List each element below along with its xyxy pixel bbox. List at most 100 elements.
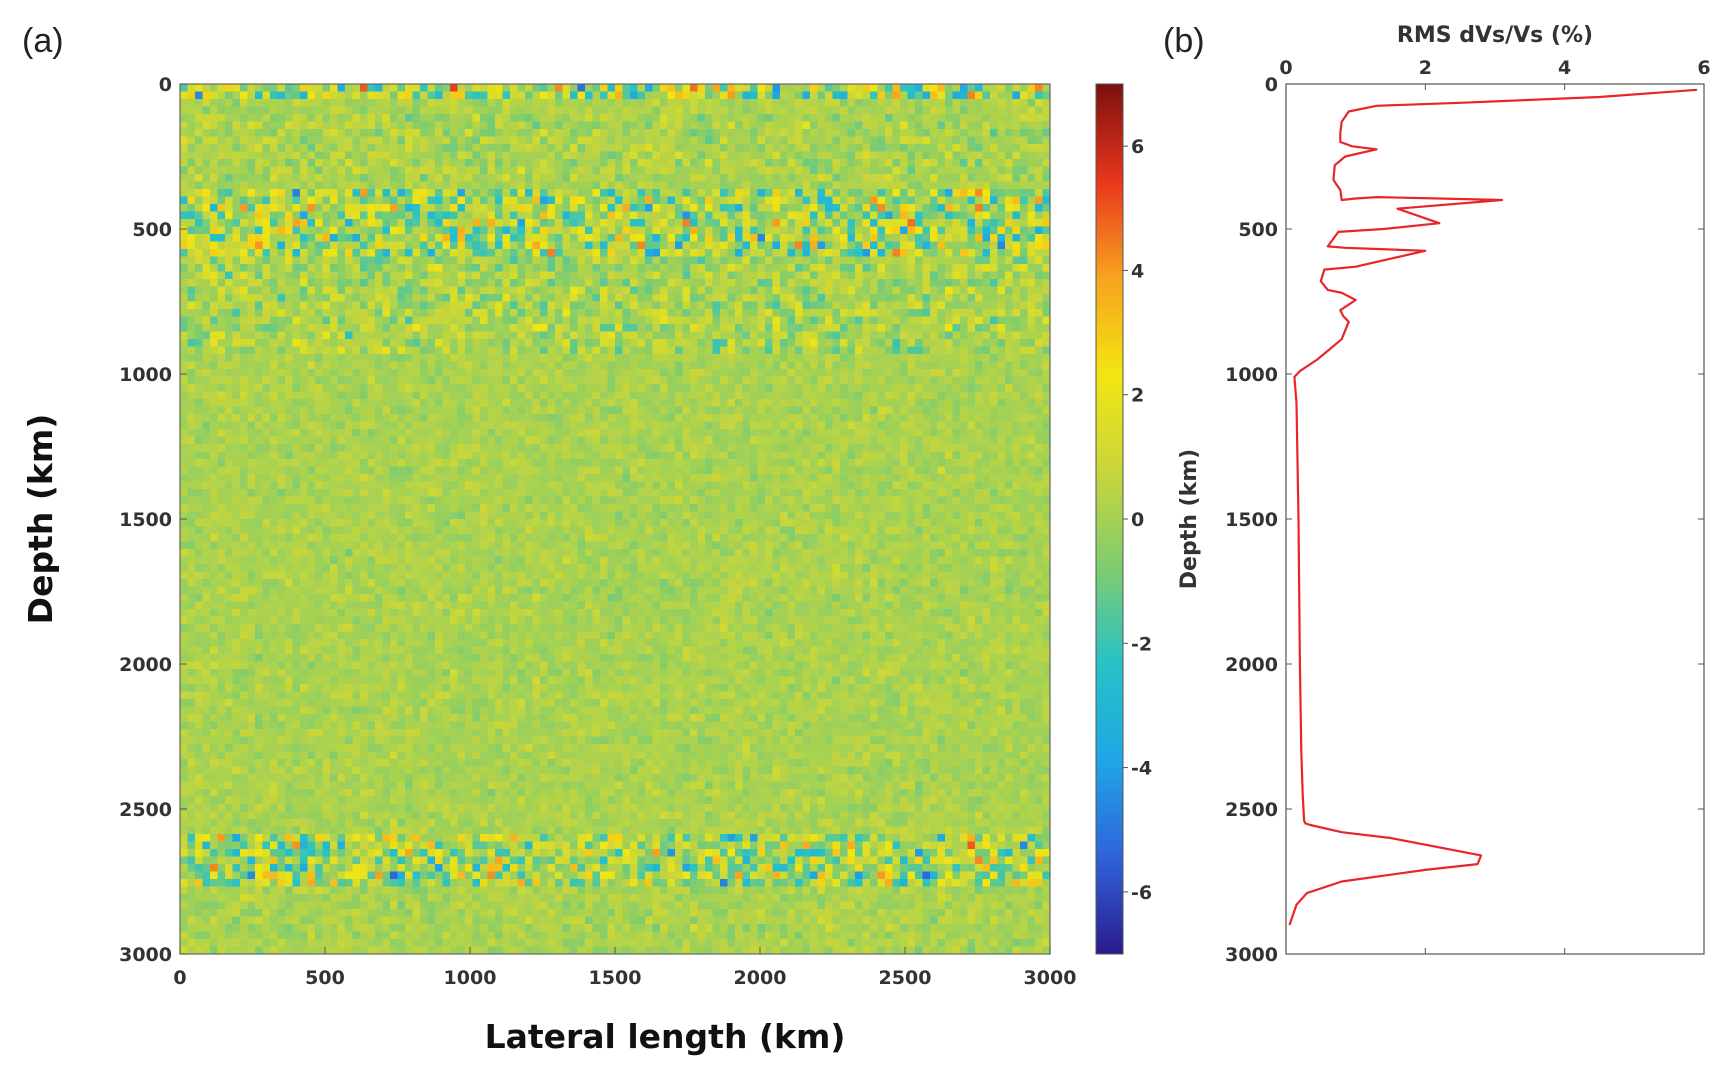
heatmap-cell (967, 376, 976, 385)
heatmap-cell (495, 249, 504, 258)
heatmap-cell (517, 324, 526, 333)
heatmap-cell (540, 361, 549, 370)
heatmap-cell (457, 129, 466, 138)
heatmap-cell (825, 99, 834, 108)
heatmap-cell (652, 241, 661, 250)
heatmap-cell (982, 196, 991, 205)
heatmap-cell (615, 241, 624, 250)
heatmap-cell (960, 121, 969, 130)
heatmap-cell (420, 204, 429, 213)
heatmap-cell (1012, 144, 1021, 153)
heatmap-cell (637, 159, 646, 168)
heatmap-cell (390, 376, 399, 385)
heatmap-cell (495, 219, 504, 228)
heatmap-cell (270, 219, 279, 228)
heatmap-cell (795, 249, 804, 258)
heatmap-cell (457, 391, 466, 400)
heatmap-cell (675, 144, 684, 153)
heatmap-cell (517, 399, 526, 408)
heatmap-cell (757, 151, 766, 160)
heatmap-cell (795, 136, 804, 145)
heatmap-cell (600, 151, 609, 160)
heatmap-cell (577, 346, 586, 355)
heatmap-cell (697, 211, 706, 220)
heatmap-cell (472, 159, 481, 168)
heatmap-cell (840, 331, 849, 340)
heatmap-cell (180, 346, 189, 355)
heatmap-cell (210, 114, 219, 123)
heatmap-cell (525, 279, 534, 288)
heatmap-cell (1027, 211, 1036, 220)
heatmap-cell (960, 324, 969, 333)
heatmap-cell (180, 106, 189, 115)
heatmap-cell (345, 226, 354, 235)
heatmap-cell (585, 99, 594, 108)
heatmap-cell (825, 376, 834, 385)
heatmap-cell (457, 361, 466, 370)
heatmap-cell (945, 354, 954, 363)
heatmap-cell (1020, 241, 1029, 250)
heatmap-cell (465, 339, 474, 348)
heatmap-cell (300, 84, 309, 93)
heatmap-cell (885, 256, 894, 265)
heatmap-cell (742, 256, 751, 265)
heatmap-cell (1012, 256, 1021, 265)
heatmap-cell (532, 114, 541, 123)
heatmap-cell (495, 189, 504, 198)
heatmap-cell (615, 286, 624, 295)
heatmap-cell (892, 279, 901, 288)
heatmap-cell (900, 121, 909, 130)
heatmap-cell (532, 219, 541, 228)
heatmap-cell (525, 391, 534, 400)
heatmap-cell (330, 249, 339, 258)
heatmap-cell (810, 264, 819, 273)
heatmap-cell (375, 309, 384, 318)
heatmap-cell (607, 331, 616, 340)
heatmap-cell (945, 136, 954, 145)
heatmap-cell (180, 204, 189, 213)
heatmap-cell (690, 324, 699, 333)
heatmap-cell (345, 114, 354, 123)
heatmap-cell (990, 91, 999, 100)
heatmap-cell (727, 339, 736, 348)
heatmap-cell (427, 399, 436, 408)
heatmap-cell (600, 106, 609, 115)
heatmap-cell (930, 166, 939, 175)
heatmap-cell (967, 136, 976, 145)
heatmap-cell (427, 211, 436, 220)
heatmap-cell (750, 159, 759, 168)
heatmap-cell (555, 399, 564, 408)
heatmap-cell (742, 159, 751, 168)
heatmap-cell (307, 346, 316, 355)
heatmap-cell (825, 166, 834, 175)
heatmap-cell (1005, 106, 1014, 115)
heatmap-cell (480, 294, 489, 303)
heatmap-cell (615, 181, 624, 190)
heatmap-cell (487, 391, 496, 400)
heatmap-cell (885, 294, 894, 303)
heatmap-cell (847, 354, 856, 363)
heatmap-cell (450, 324, 459, 333)
heatmap-cell (427, 376, 436, 385)
heatmap-cell (937, 144, 946, 153)
heatmap-cell (555, 114, 564, 123)
heatmap-cell (802, 181, 811, 190)
heatmap-cell (952, 384, 961, 393)
heatmap-cell (742, 271, 751, 280)
heatmap-cell (510, 346, 519, 355)
heatmap-cell (817, 271, 826, 280)
heatmap-cell (510, 166, 519, 175)
heatmap-cell (712, 166, 721, 175)
heatmap-cell (465, 181, 474, 190)
heatmap-cell (315, 204, 324, 213)
heatmap-cell (570, 369, 579, 378)
heatmap-cell (465, 301, 474, 310)
heatmap-cell (907, 144, 916, 153)
heatmap-cell (1005, 301, 1014, 310)
heatmap-cell (360, 339, 369, 348)
heatmap-cell (472, 391, 481, 400)
heatmap-cell (397, 361, 406, 370)
heatmap-cell (1027, 301, 1036, 310)
heatmap-cell (562, 286, 571, 295)
heatmap-cell (180, 399, 189, 408)
